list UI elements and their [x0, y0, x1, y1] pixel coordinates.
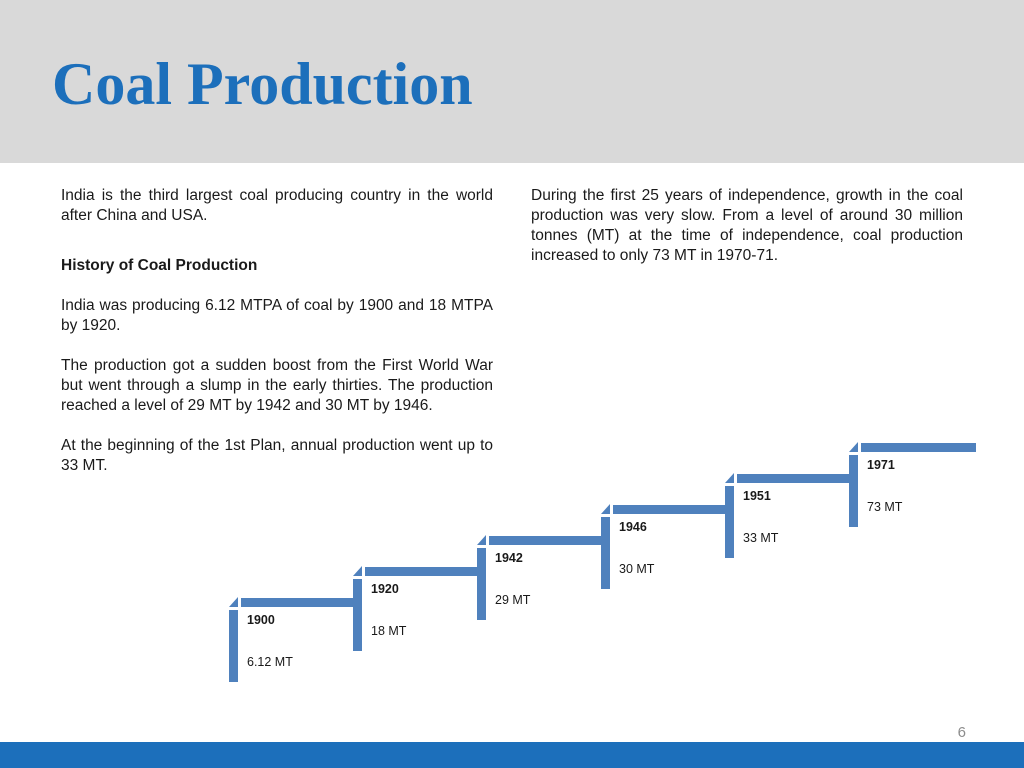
bottom-bar [0, 742, 1024, 768]
title-band [0, 0, 1024, 163]
step-riser [849, 455, 858, 527]
step-bar [489, 536, 604, 545]
left-column: India is the third largest coal producin… [61, 186, 493, 476]
step-bar [861, 443, 976, 452]
page-number: 6 [957, 724, 966, 741]
step-corner [601, 504, 610, 514]
step-corner [849, 442, 858, 452]
step-corner [477, 535, 486, 545]
right-column: During the first 25 years of independenc… [531, 186, 963, 266]
step-value-label: 30 MT [619, 562, 655, 576]
step-year-label: 1951 [743, 489, 771, 503]
history-paragraph-1: India was producing 6.12 MTPA of coal by… [61, 297, 493, 334]
step-value-label: 33 MT [743, 531, 779, 545]
step-riser [229, 610, 238, 682]
slide-title: Coal Production [52, 51, 473, 117]
step-year-label: 1900 [247, 613, 275, 627]
step-value-label: 6.12 MT [247, 655, 293, 669]
step-value-label: 29 MT [495, 593, 531, 607]
history-paragraph-2: The production got a sudden boost from t… [61, 357, 493, 414]
history-paragraph-3: At the beginning of the 1st Plan, annual… [61, 437, 493, 474]
timeline-step-1900 [229, 597, 356, 682]
timeline-step-1946 [601, 504, 728, 589]
timeline-step-1971 [849, 442, 976, 527]
step-riser [477, 548, 486, 620]
step-bar [613, 505, 728, 514]
step-riser [601, 517, 610, 589]
history-heading: History of Coal Production [61, 257, 258, 274]
step-year-label: 1946 [619, 520, 647, 534]
independence-paragraph: During the first 25 years of independenc… [531, 187, 963, 264]
intro-paragraph: India is the third largest coal producin… [61, 187, 493, 224]
step-year-label: 1942 [495, 551, 523, 565]
step-year-label: 1971 [867, 458, 895, 472]
step-bar [365, 567, 480, 576]
step-corner [353, 566, 362, 576]
step-riser [353, 579, 362, 651]
step-value-label: 18 MT [371, 624, 407, 638]
step-corner [229, 597, 238, 607]
step-riser [725, 486, 734, 558]
step-value-label: 73 MT [867, 500, 903, 514]
timeline-step-1942 [477, 535, 604, 620]
step-corner [725, 473, 734, 483]
step-bar [737, 474, 852, 483]
timeline-step-1920 [353, 566, 480, 651]
step-year-label: 1920 [371, 582, 399, 596]
timeline-step-1951 [725, 473, 852, 558]
step-bar [241, 598, 356, 607]
